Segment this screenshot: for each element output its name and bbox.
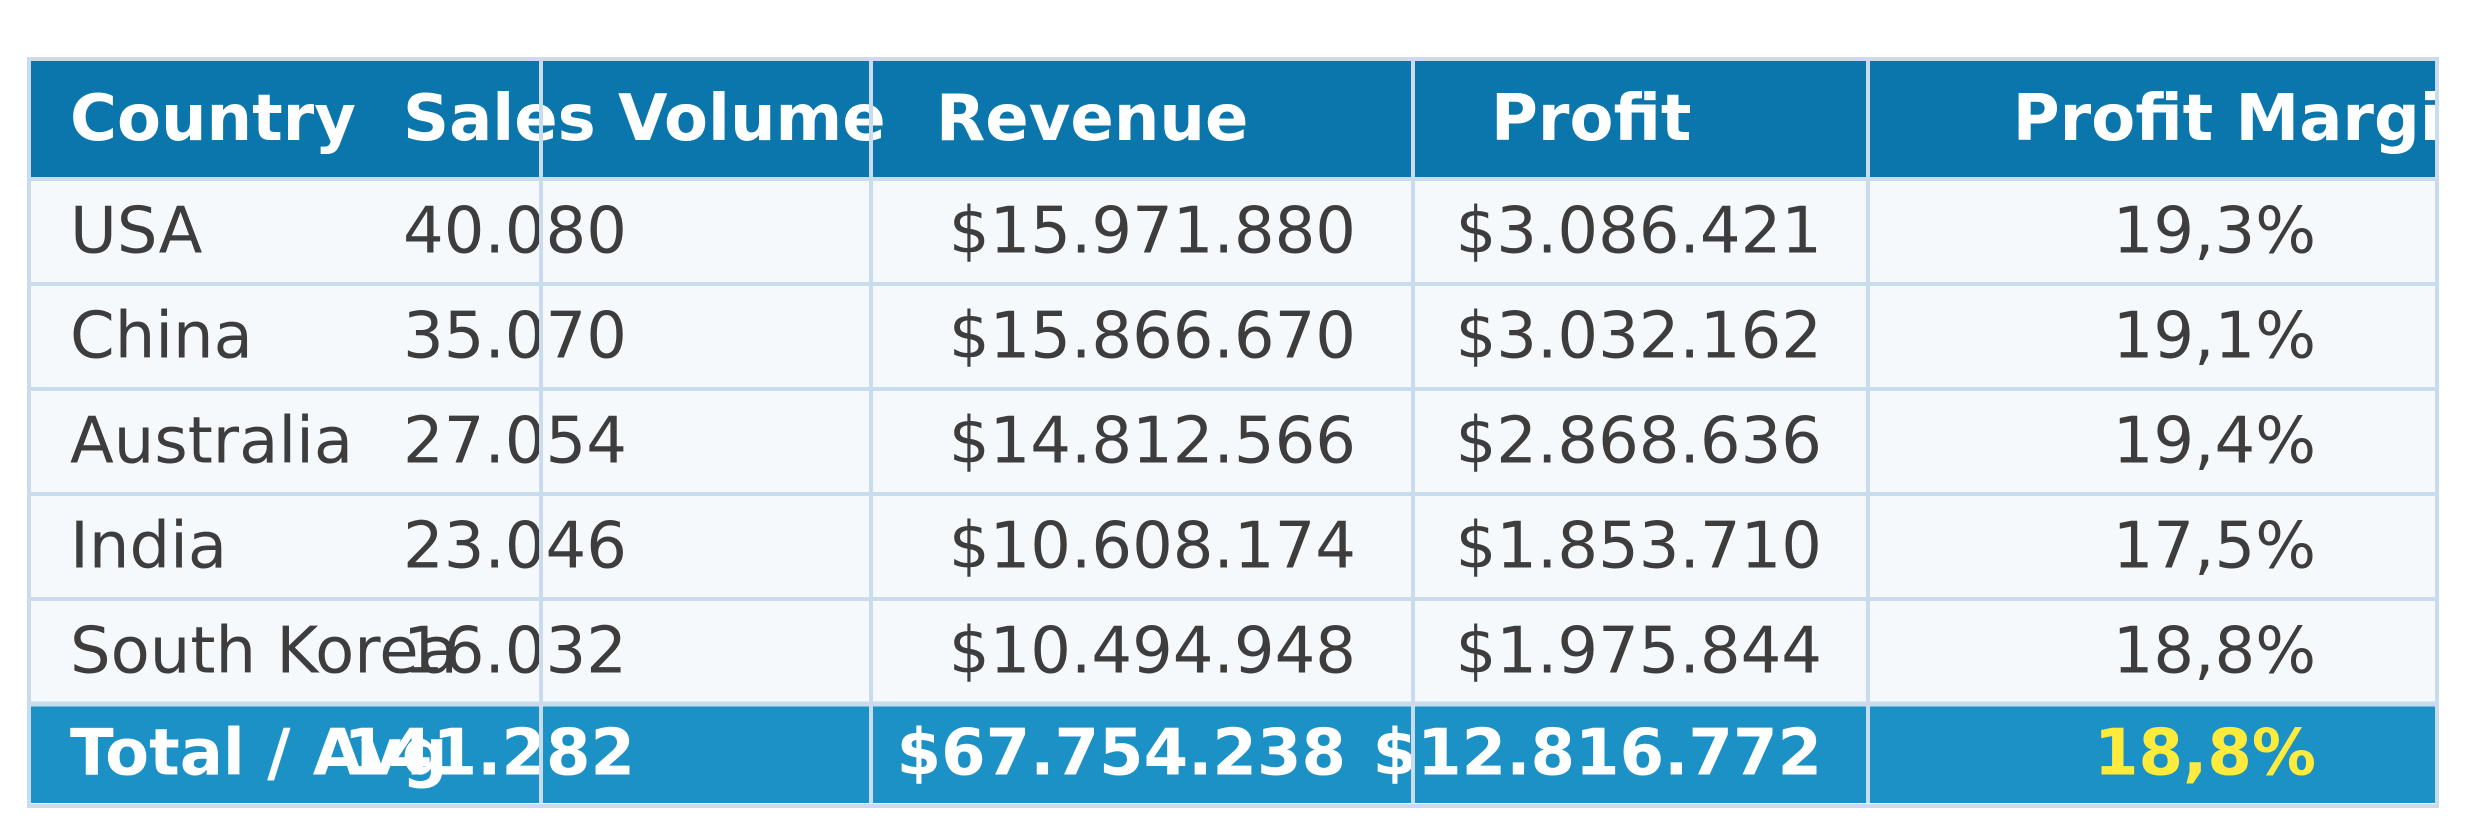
table-cell: Australia — [70, 405, 353, 479]
table-cell: USA — [70, 195, 203, 269]
table-cell: $10.494.948 — [949, 615, 1356, 689]
table-cell: $1.853.710 — [1456, 510, 1822, 584]
table-cell: 18,8% — [2113, 615, 2316, 689]
table-row — [29, 494, 2437, 599]
header-cell-country: Country — [70, 82, 356, 156]
table-cell: 19,4% — [2113, 405, 2316, 479]
table-cell: 40.080 — [403, 195, 627, 269]
table-row — [29, 389, 2437, 494]
table-cell: $15.866.670 — [949, 300, 1356, 374]
table-row — [29, 179, 2437, 284]
table-cell: 17,5% — [2113, 510, 2316, 584]
table-cell: 16.032 — [403, 615, 627, 689]
table-cell: 19,3% — [2113, 195, 2316, 269]
total-cell: 18,8% — [2094, 717, 2316, 791]
table-cell: 19,1% — [2113, 300, 2316, 374]
table-cell: $3.032.162 — [1456, 300, 1822, 374]
table-row — [29, 284, 2437, 389]
total-cell: $12.816.772 — [1373, 717, 1822, 791]
header-row-bg — [29, 59, 2437, 179]
table-cell: 23.046 — [403, 510, 627, 584]
table-cell: $15.971.880 — [949, 195, 1356, 269]
total-cell: $67.754.238 — [897, 717, 1346, 791]
table-cell: $1.975.844 — [1456, 615, 1822, 689]
table-cell: $3.086.421 — [1456, 195, 1822, 269]
header-cell-sales-volume: Sales Volume — [403, 82, 886, 156]
table-cell: 27.054 — [403, 405, 627, 479]
total-cell: Total / Avg — [70, 717, 448, 791]
table-cell: $10.608.174 — [949, 510, 1356, 584]
header-cell-profit-margin: Profit Margin — [2013, 82, 2475, 156]
table-frame — [27, 57, 2439, 808]
total-cell: 141.282 — [344, 717, 636, 791]
table-cell: $2.868.636 — [1456, 405, 1822, 479]
table-body: Country Sales Volume Revenue Profit Profit M… — [29, 59, 2475, 803]
table-cell: South Korea — [70, 615, 458, 689]
table-cell: $14.812.566 — [949, 405, 1356, 479]
table-cell: China — [70, 300, 253, 374]
header-cell-revenue: Revenue — [936, 82, 1248, 156]
table-row — [29, 599, 2437, 704]
header-cell-profit: Profit — [1491, 82, 1691, 156]
table-cell: India — [70, 510, 227, 584]
table-cell: 35.070 — [403, 300, 627, 374]
total-row-bg — [29, 704, 2437, 803]
